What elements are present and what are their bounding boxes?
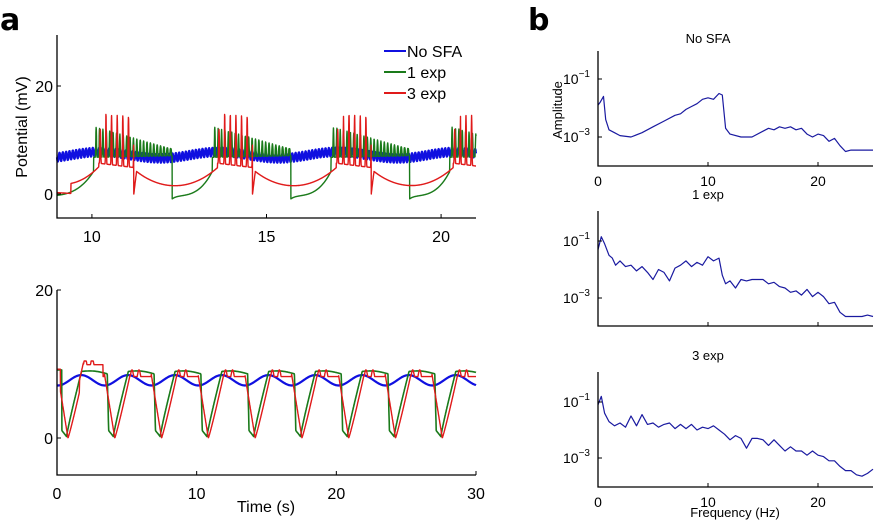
ticks: 0 10 20 10−1 10−3 [563,69,826,189]
series-line-1-exp [56,126,477,200]
x-tick-label: 10 [83,229,101,246]
ticks: 0 10 20 30 0 20 [35,283,485,503]
axes-frame [597,51,873,167]
x-tick-label: 20 [432,229,450,246]
x-axis-label: Time (s) [237,499,295,516]
y-tick-label: 10−1 [563,231,590,249]
x-tick-label: 20 [810,494,826,510]
y-tick-label: 10−1 [563,392,590,410]
y-tick-label: 20 [35,79,53,96]
panel-b-3-exp-spectrum: 3 exp 0 10 20 10−1 10−3 Frequency (Hz) [563,348,874,520]
ticks: 10−1 10−3 [563,231,819,326]
panel-b-no-sfa-spectrum: No SFA 0 10 20 10−1 10−3 Amplitude [550,31,873,189]
y-tick-label: 10−3 [563,288,590,306]
x-tick-label: 20 [810,173,826,189]
series-line-3-exp [56,113,477,195]
ticks: 10 15 20 0 20 [35,79,450,246]
legend-label-3-exp: 3 exp [407,86,446,103]
series-layer [597,236,874,318]
x-axis-label: Frequency (Hz) [690,505,780,520]
series-line-1-exp [56,369,477,438]
legend: No SFA 1 exp 3 exp [384,44,462,103]
x-tick-label: 10 [700,494,716,510]
axes-frame [597,372,873,488]
x-tick-label: 10 [188,486,206,503]
series-layer [597,92,873,153]
y-axis-label: Potential (mV) [14,76,31,177]
x-tick-label: 15 [258,229,276,246]
x-tick-label: 0 [594,494,602,510]
x-tick-label: 10 [700,173,716,189]
x-tick-label: 20 [327,486,345,503]
panel-letter-a: a [0,3,20,38]
series-layer [597,395,874,477]
plot-title: 3 exp [692,348,724,363]
y-tick-label: 10−1 [563,69,590,87]
axes-frame [56,35,476,219]
series-layer [56,360,477,439]
y-tick-label: 10−3 [563,127,590,145]
series-line-3-exp [56,360,477,439]
x-tick-label: 0 [53,486,62,503]
panel-b-1-exp-spectrum: 1 exp 10−1 10−3 [563,187,874,327]
series-line-spectrum [597,92,873,153]
plot-title: No SFA [686,31,731,46]
panel-letter-b: b [528,3,549,38]
x-tick-label: 0 [594,173,602,189]
series-layer [55,113,478,200]
y-tick-label: 20 [35,283,53,300]
y-axis-label: Amplitude [550,81,565,139]
ticks: 0 10 20 10−1 10−3 [563,392,826,510]
y-tick-label: 10−3 [563,448,590,466]
plot-title: 1 exp [692,187,724,202]
legend-label-1-exp: 1 exp [407,65,446,82]
y-tick-label: 0 [44,431,53,448]
series-line-spectrum [597,236,874,318]
legend-label-no-sfa: No SFA [407,44,462,61]
series-line-spectrum [597,395,874,477]
panel-a-top-plot: 10 15 20 0 20 Potential (mV) No SFA 1 exp 3 … [14,35,478,246]
x-tick-label: 30 [467,486,485,503]
panel-a-bottom-plot: 0 10 20 30 0 20 Time (s) [35,283,485,516]
y-tick-label: 0 [44,187,53,204]
